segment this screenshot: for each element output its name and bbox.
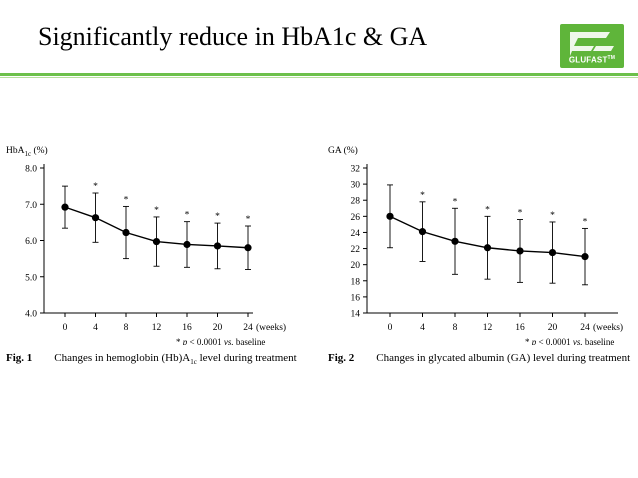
data-point — [122, 228, 130, 237]
significance-marker: * — [550, 211, 555, 221]
x-tick-label: 12 — [483, 323, 493, 333]
data-point — [386, 212, 394, 220]
significance-marker: * — [420, 191, 425, 201]
significance-marker: * — [453, 197, 458, 207]
slide-title: Significantly reduce in HbA1c & GA — [38, 22, 428, 51]
data-point — [516, 247, 524, 255]
x-tick-label: 16 — [182, 323, 192, 333]
data-point — [244, 244, 252, 252]
data-point — [418, 228, 427, 236]
data-point — [183, 240, 191, 249]
significance-marker: * — [215, 212, 220, 222]
x-tick-label: 16 — [515, 323, 525, 333]
x-tick-label: 24 — [243, 323, 253, 333]
logo-mark-icon — [570, 32, 614, 56]
significance-marker: * — [124, 195, 129, 205]
significance-marker: * — [485, 205, 490, 215]
header-divider-light — [0, 77, 638, 78]
figure-2-caption: Fig. 2 Changes in glycated albumin (GA) l… — [328, 352, 631, 364]
y-tick-label: 20 — [351, 261, 361, 271]
header-divider — [0, 73, 638, 76]
logo-text: GLUFASTTM — [568, 55, 616, 65]
y-tick-label: 26 — [351, 213, 361, 223]
data-point — [91, 214, 100, 222]
data-point — [483, 244, 492, 252]
x-tick-label: 20 — [548, 323, 558, 333]
significance-marker: * — [583, 217, 588, 227]
x-tick-label: 12 — [152, 323, 162, 333]
y-tick-label: 7.0 — [25, 201, 37, 211]
x-axis-label: (weeks) — [593, 322, 623, 333]
y-tick-label: 18 — [351, 277, 361, 287]
y-axis-label: HbA1c (%) — [6, 145, 48, 158]
x-tick-label: 4 — [93, 323, 98, 333]
chart-footnote: * p < 0.0001 vs. baseline — [176, 337, 265, 345]
chart-footnote: * p < 0.0001 vs. baseline — [525, 337, 614, 345]
y-tick-label: 32 — [351, 165, 361, 175]
hba1c-chart: HbA1c (%) 4.0 5.0 6.0 7.0 8.0 0 4 8 12 16 20 24 (week… — [6, 145, 286, 345]
significance-marker: * — [185, 211, 190, 221]
x-tick-label: 20 — [213, 323, 223, 333]
y-axis-label: GA (%) — [328, 145, 358, 156]
data-point — [213, 242, 222, 250]
y-tick-label: 8.0 — [25, 165, 37, 175]
y-tick-label: 14 — [351, 310, 361, 320]
x-tick-label: 0 — [388, 323, 393, 333]
y-tick-label: 22 — [351, 245, 361, 255]
x-axis-label: (weeks) — [256, 322, 286, 333]
data-point — [451, 237, 459, 245]
y-tick-label: 30 — [351, 181, 361, 191]
x-tick-label: 4 — [420, 323, 425, 333]
brand-logo: GLUFASTTM — [560, 24, 624, 68]
data-point — [61, 203, 69, 211]
significance-marker: * — [246, 215, 251, 225]
x-tick-label: 8 — [453, 323, 458, 333]
significance-marker: * — [93, 182, 98, 192]
significance-marker: * — [518, 209, 523, 219]
x-tick-label: 0 — [63, 323, 68, 333]
x-tick-label: 8 — [124, 323, 129, 333]
x-tick-label: 24 — [580, 323, 590, 333]
y-tick-label: 5.0 — [25, 273, 37, 283]
significance-marker: * — [154, 206, 159, 216]
figure-1-caption: Fig. 1 Changes in hemoglobin (Hb)A1c leve… — [6, 352, 297, 367]
y-tick-label: 28 — [351, 197, 361, 207]
y-tick-label: 24 — [351, 229, 361, 239]
y-tick-label: 6.0 — [25, 237, 37, 247]
data-point — [548, 248, 557, 257]
data-point — [581, 253, 589, 261]
y-tick-label: 4.0 — [25, 310, 37, 320]
y-tick-label: 16 — [351, 293, 361, 303]
data-point — [152, 237, 161, 246]
